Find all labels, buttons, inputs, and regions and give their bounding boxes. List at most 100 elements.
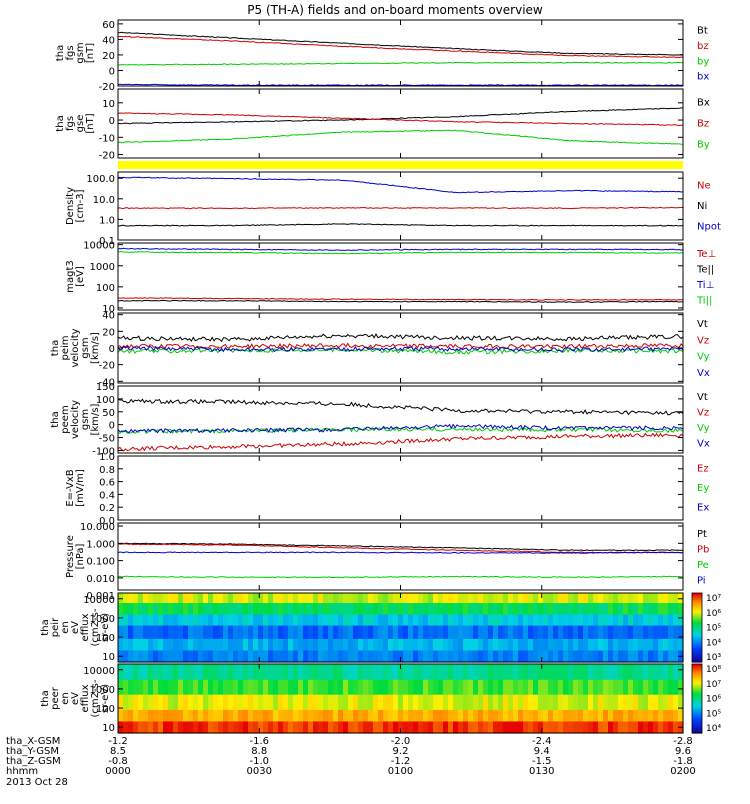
spectrogram-cell [238, 664, 244, 681]
spectrogram-cell [548, 650, 554, 663]
spectrogram-cell [633, 709, 639, 723]
spectrogram-cell [428, 638, 434, 652]
spectrogram-cell [328, 625, 334, 640]
spectrogram-cell [573, 664, 579, 681]
y-tick-label: 100.0 [86, 174, 115, 185]
spectrogram-cell [498, 625, 504, 640]
spectrogram-cell [383, 625, 389, 640]
spectrogram-cell [428, 721, 434, 734]
spectrogram-cell [568, 593, 574, 604]
spectrogram-cell [138, 614, 144, 627]
spectrogram-cell [578, 679, 584, 696]
spectrogram-cell [473, 721, 479, 734]
spectrogram-cell [678, 679, 684, 696]
spectrogram-cell [203, 664, 209, 681]
series-line-Npot [117, 176, 684, 194]
panel-frame [117, 171, 684, 241]
spectrogram-cell [278, 694, 284, 711]
spectrogram-cell [118, 664, 124, 681]
y-axis-label-line: [km/s] [90, 403, 101, 435]
spectrogram-cell [123, 638, 129, 652]
spectrogram-cell [573, 638, 579, 652]
y-tick-label: 50 [102, 408, 115, 419]
spectrogram-cell [353, 694, 359, 711]
spectrogram-cell [398, 603, 404, 616]
spectrogram-cell [318, 694, 324, 711]
spectrogram-cell [433, 694, 439, 711]
spectrogram-cell [468, 638, 474, 652]
spectrogram-cell [123, 614, 129, 627]
spectrogram-cell [523, 650, 529, 663]
spectrogram-cell [243, 638, 249, 652]
spectrogram-cell [523, 709, 529, 723]
spectrogram-cell [573, 614, 579, 627]
spectrogram-cell [423, 664, 429, 681]
legend-entry-Bz: Bz [697, 118, 709, 129]
spectrogram-cell [438, 709, 444, 723]
spectrogram-cell [588, 614, 594, 627]
spectrogram-cell [183, 664, 189, 681]
colorbar-segment [692, 681, 702, 684]
colorbar-segment [692, 637, 702, 641]
spectrogram-cell [123, 664, 129, 681]
spectrogram-cell [248, 709, 254, 723]
spectrogram-cell [323, 709, 329, 723]
colorbar-segment [692, 667, 702, 670]
spectrogram-cell [193, 593, 199, 604]
colorbar-segment [692, 664, 702, 667]
spectrogram-cell [163, 625, 169, 640]
spectrogram-cell [608, 694, 614, 711]
spectrogram-cell [183, 679, 189, 696]
spectrogram-cell [388, 638, 394, 652]
spectrogram-cell [208, 664, 214, 681]
spectrogram-cell [678, 664, 684, 681]
spectrogram-cell [478, 664, 484, 681]
spectrogram-cell [123, 625, 129, 640]
spectrogram-cell [158, 664, 164, 681]
spectrogram-cell [358, 593, 364, 604]
colorbar-segment [692, 656, 702, 660]
spectrogram-cell [468, 679, 474, 696]
y-axis-label-line: efflux [80, 684, 91, 712]
spectrogram-cell [463, 638, 469, 652]
spectrogram-cell [168, 694, 174, 711]
spectrogram-cell [188, 721, 194, 734]
spectrogram-cell [178, 721, 184, 734]
spectrogram-cell [133, 614, 139, 627]
spectrogram-cell [193, 625, 199, 640]
spectrogram-cell [408, 709, 414, 723]
spectrogram-cell [328, 593, 334, 604]
spectrogram-cell [393, 721, 399, 734]
spectrogram-cell [398, 614, 404, 627]
spectrogram-cell [548, 593, 554, 604]
spectrogram-cell [203, 694, 209, 711]
spectrogram-cell [333, 694, 339, 711]
spectrogram-cell [228, 679, 234, 696]
spectrogram-cell [678, 614, 684, 627]
spectrogram-cell [413, 664, 419, 681]
spectrogram-cell [623, 721, 629, 734]
spectrogram-cell [493, 709, 499, 723]
spectrogram-cell [478, 638, 484, 652]
spectrogram-cell [563, 664, 569, 681]
spectrogram-cell [553, 721, 559, 734]
y-tick-label: 10.0 [93, 195, 115, 206]
spectrogram-cell [388, 664, 394, 681]
spectrogram-cell [198, 638, 204, 652]
spectrogram-cell [618, 721, 624, 734]
spectrogram-cell [238, 679, 244, 696]
spectrogram-cell [268, 721, 274, 734]
spectrogram-cell [128, 664, 134, 681]
spectrogram-cell [508, 709, 514, 723]
spectrogram-cell [368, 625, 374, 640]
y-axis-label-line: gse [75, 115, 86, 133]
spectrogram-cell [508, 721, 514, 734]
spectrogram-cell [128, 593, 134, 604]
spectrogram-cell [228, 709, 234, 723]
y-axis-label-line: (cm2-s- [90, 608, 101, 646]
spectrogram-cell [543, 650, 549, 663]
colorbar-segment [692, 714, 702, 717]
spectrogram-cell [183, 625, 189, 640]
spectrogram-cell [418, 638, 424, 652]
spectrogram-cell [658, 638, 664, 652]
